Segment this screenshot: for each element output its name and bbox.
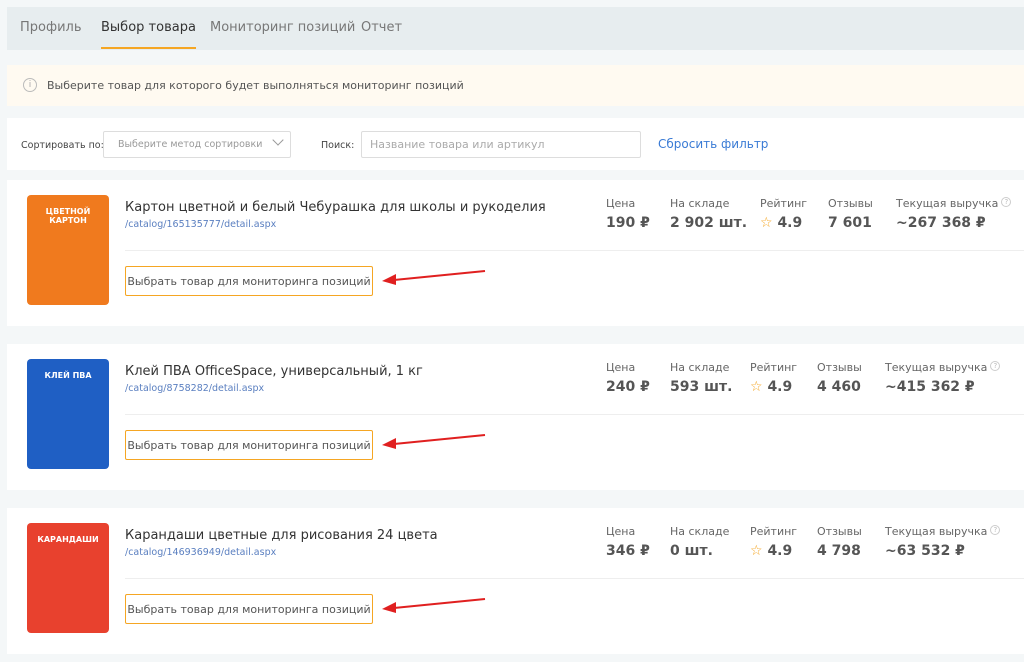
annotation-arrow-icon: [382, 270, 486, 285]
product-link[interactable]: /catalog/8758282/detail.aspx: [125, 383, 265, 394]
reset-filter-link[interactable]: Сбросить фильтр: [658, 137, 769, 151]
product-card: КАРАНДАШИ Карандаши цветные для рисовани…: [7, 508, 1024, 654]
stat-stock: На складе 2 902 шт.: [670, 197, 747, 231]
product-link[interactable]: /catalog/146936949/detail.aspx: [125, 547, 277, 558]
annotation-arrow-icon: [382, 434, 486, 449]
help-icon[interactable]: ?: [1001, 197, 1012, 207]
stat-label: Рейтинг: [750, 525, 798, 538]
product-title: Карандаши цветные для рисования 24 цвета: [125, 528, 438, 543]
stat-label: Текущая выручка: [885, 361, 988, 374]
divider: [125, 414, 1024, 415]
select-product-button[interactable]: Выбрать товар для мониторинга позиций: [125, 594, 373, 624]
stat-label: Отзывы: [817, 525, 862, 538]
stat-revenue: Текущая выручка? ~63 532 ₽: [885, 525, 1001, 559]
stat-label: Текущая выручка: [885, 525, 988, 538]
revenue-value: ~415 362 ₽: [885, 379, 975, 395]
tab-report[interactable]: Отчет: [361, 20, 403, 35]
help-icon[interactable]: ?: [990, 361, 1001, 371]
stat-label: Цена: [606, 525, 636, 538]
stat-revenue: Текущая выручка? ~267 368 ₽: [896, 197, 1012, 231]
stat-rating: Рейтинг ☆ 4.9: [760, 197, 807, 231]
stat-label: На складе: [670, 197, 730, 210]
sort-select-value: Выберите метод сортировки: [118, 139, 263, 150]
stat-label: Рейтинг: [760, 197, 808, 210]
stat-revenue: Текущая выручка? ~415 362 ₽: [885, 361, 1001, 395]
revenue-value: ~267 368 ₽: [896, 215, 986, 231]
notice-text: Выберите товар для которого будет выполн…: [47, 79, 464, 92]
price-value: 240 ₽: [606, 379, 650, 395]
star-icon: ☆: [760, 215, 773, 231]
rating-value: 4.9: [767, 543, 793, 559]
stock-value: 593 шт.: [670, 379, 733, 395]
stat-label: На складе: [670, 361, 730, 374]
stat-reviews: Отзывы 7 601: [828, 197, 873, 231]
stat-price: Цена 346 ₽: [606, 525, 650, 559]
stat-label: Текущая выручка: [896, 197, 999, 210]
reviews-value: 7 601: [828, 215, 872, 231]
product-link[interactable]: /catalog/165135777/detail.aspx: [125, 219, 277, 230]
divider: [125, 578, 1024, 579]
select-product-button[interactable]: Выбрать товар для мониторинга позиций: [125, 266, 373, 296]
search-input[interactable]: [361, 131, 641, 158]
stat-label: Отзывы: [828, 197, 873, 210]
sort-label: Сортировать по:: [21, 140, 104, 151]
tab-product-selection[interactable]: Выбор товара: [101, 20, 196, 49]
stat-reviews: Отзывы 4 460: [817, 361, 862, 395]
star-icon: ☆: [750, 379, 763, 395]
search-label: Поиск:: [321, 140, 355, 151]
product-image: ЦВЕТНОЙ КАРТОН: [27, 195, 109, 305]
product-card: КЛЕЙ ПВА Клей ПВА OfficeSpace, универсал…: [7, 344, 1024, 490]
reviews-value: 4 460: [817, 379, 861, 395]
product-title: Клей ПВА OfficeSpace, универсальный, 1 к…: [125, 364, 423, 379]
stock-value: 0 шт.: [670, 543, 713, 559]
reviews-value: 4 798: [817, 543, 861, 559]
tab-position-monitoring[interactable]: Мониторинг позиций: [210, 20, 356, 35]
stat-label: Рейтинг: [750, 361, 798, 374]
product-image-logo-text: КАРАНДАШИ: [37, 535, 99, 544]
stat-rating: Рейтинг ☆ 4.9: [750, 361, 797, 395]
tab-bar: Профиль Выбор товара Мониторинг позиций …: [7, 7, 1024, 50]
filter-panel: Сортировать по: Выберите метод сортировк…: [7, 118, 1024, 170]
product-image-logo-text: КЛЕЙ ПВА: [44, 371, 92, 380]
sort-select[interactable]: Выберите метод сортировки: [103, 131, 291, 158]
product-image: КЛЕЙ ПВА: [27, 359, 109, 469]
revenue-value: ~63 532 ₽: [885, 543, 965, 559]
info-notice: i Выберите товар для которого будет выпо…: [7, 65, 1024, 106]
stat-price: Цена 240 ₽: [606, 361, 650, 395]
divider: [125, 250, 1024, 251]
stat-rating: Рейтинг ☆ 4.9: [750, 525, 797, 559]
help-icon[interactable]: ?: [990, 525, 1001, 535]
price-value: 190 ₽: [606, 215, 650, 231]
stat-label: Цена: [606, 197, 636, 210]
select-product-button[interactable]: Выбрать товар для мониторинга позиций: [125, 430, 373, 460]
tab-profile[interactable]: Профиль: [20, 20, 82, 35]
product-image-logo-text: ЦВЕТНОЙ КАРТОН: [45, 207, 91, 225]
stat-label: Цена: [606, 361, 636, 374]
product-image: КАРАНДАШИ: [27, 523, 109, 633]
stat-label: На складе: [670, 525, 730, 538]
product-title: Картон цветной и белый Чебурашка для шко…: [125, 200, 546, 215]
stat-reviews: Отзывы 4 798: [817, 525, 862, 559]
stat-price: Цена 190 ₽: [606, 197, 650, 231]
product-card: ЦВЕТНОЙ КАРТОН Картон цветной и белый Че…: [7, 180, 1024, 326]
rating-value: 4.9: [767, 379, 793, 395]
stock-value: 2 902 шт.: [670, 215, 748, 231]
rating-value: 4.9: [777, 215, 803, 231]
star-icon: ☆: [750, 543, 763, 559]
stat-label: Отзывы: [817, 361, 862, 374]
stat-stock: На складе 0 шт.: [670, 525, 729, 559]
info-icon: i: [23, 78, 37, 92]
chevron-down-icon: [272, 134, 284, 146]
stat-stock: На складе 593 шт.: [670, 361, 732, 395]
annotation-arrow-icon: [382, 598, 486, 613]
price-value: 346 ₽: [606, 543, 650, 559]
